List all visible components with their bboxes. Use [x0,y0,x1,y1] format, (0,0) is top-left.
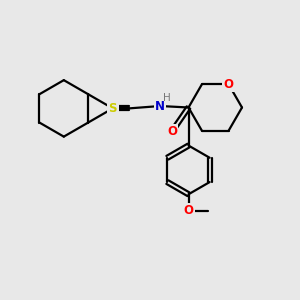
Text: N: N [155,100,165,112]
Text: H: H [163,93,171,103]
Text: O: O [184,204,194,217]
Text: N: N [108,102,118,115]
Text: S: S [109,102,117,115]
Text: O: O [224,78,234,91]
Text: O: O [167,125,177,138]
